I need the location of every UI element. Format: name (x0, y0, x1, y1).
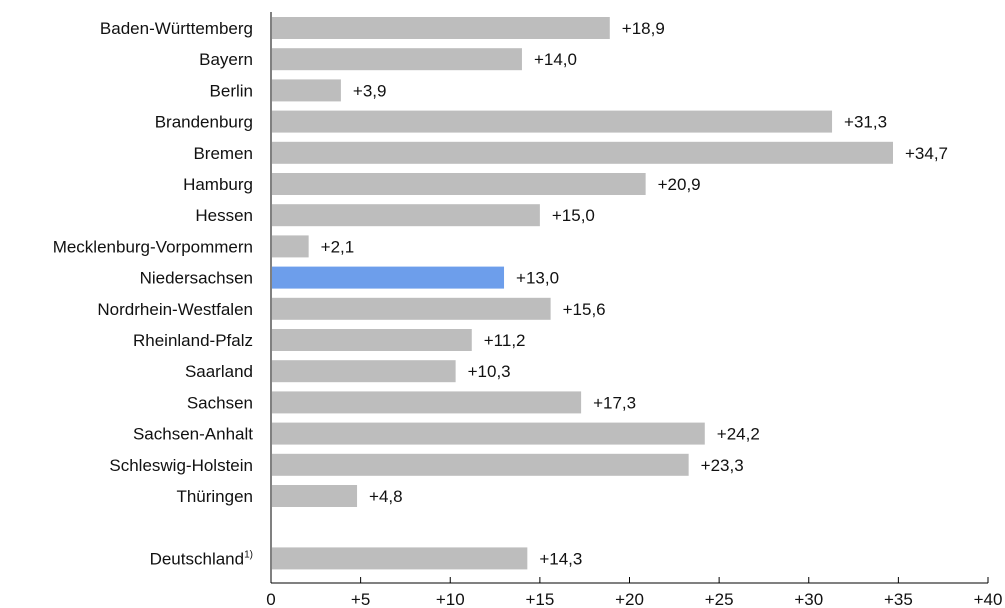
category-label: Baden-Württemberg (100, 19, 253, 38)
bar (272, 204, 540, 227)
bar (272, 141, 893, 164)
value-label: +13,0 (516, 269, 559, 288)
bar (272, 391, 582, 414)
bar (272, 453, 689, 476)
category-label: Mecklenburg-Vorpommern (53, 237, 253, 256)
bars-group (272, 17, 893, 570)
x-tick-label: +5 (351, 590, 370, 608)
bar (272, 48, 522, 71)
x-tick-label: +20 (615, 590, 644, 608)
value-label: +2,1 (321, 237, 355, 256)
x-axis: 0 +5 +10 +15 +20 +25 +30 +35 +40 (266, 12, 1002, 608)
x-tick-label: +15 (525, 590, 554, 608)
x-tick-label: +10 (436, 590, 465, 608)
value-label: +24,2 (717, 425, 760, 444)
value-label: +23,3 (701, 456, 744, 475)
category-label: Saarland (185, 362, 253, 381)
category-label: Thüringen (176, 487, 253, 506)
category-label: Hamburg (183, 175, 253, 194)
value-label: +17,3 (593, 393, 636, 412)
bar (272, 547, 528, 570)
bar (272, 297, 551, 320)
value-label: +11,2 (484, 331, 526, 350)
value-labels: +18,9 +14,0 +3,9 +31,3 +34,7 +20,9 +15,0 +2,1 +1… (321, 19, 948, 568)
category-label: Rheinland-Pfalz (133, 331, 253, 350)
value-label: +14,0 (534, 50, 577, 69)
category-label: Sachsen-Anhalt (133, 425, 253, 444)
x-tick-label: +25 (705, 590, 734, 608)
bar (272, 173, 646, 195)
value-label: +4,8 (369, 487, 403, 506)
bar (272, 79, 341, 102)
value-label: +3,9 (353, 81, 387, 100)
category-label: Berlin (210, 81, 253, 100)
category-label: Hessen (195, 206, 253, 225)
category-label: Niedersachsen (140, 269, 253, 288)
bar (272, 422, 705, 445)
value-label: +14,3 (539, 549, 582, 568)
x-tick-label: +35 (884, 590, 913, 608)
bar (272, 329, 472, 351)
value-label: +15,0 (552, 206, 595, 225)
x-tick-label: 0 (266, 590, 275, 608)
x-tick-label: +40 (974, 590, 1003, 608)
category-label: Sachsen (187, 393, 253, 412)
bar (272, 266, 505, 289)
x-tick-label: +30 (794, 590, 823, 608)
category-label: Deutschland1) (150, 549, 253, 568)
value-label: +15,6 (563, 300, 606, 319)
value-label: +20,9 (658, 175, 701, 194)
bar (272, 17, 610, 39)
value-label: +18,9 (622, 19, 665, 38)
category-label: Bayern (199, 50, 253, 69)
bar (272, 485, 358, 507)
category-label: Nordrhein-Westfalen (97, 300, 253, 319)
bar (272, 110, 833, 133)
category-label: Bremen (193, 144, 253, 163)
category-label: Brandenburg (155, 113, 253, 132)
bar (272, 360, 456, 383)
bar (272, 235, 309, 258)
value-label: +34,7 (905, 144, 948, 163)
value-label: +10,3 (468, 362, 511, 381)
category-labels: Baden-Württemberg Bayern Berlin Brandenburg… (53, 19, 254, 568)
value-label: +31,3 (844, 113, 887, 132)
category-label: Schleswig-Holstein (109, 456, 253, 475)
